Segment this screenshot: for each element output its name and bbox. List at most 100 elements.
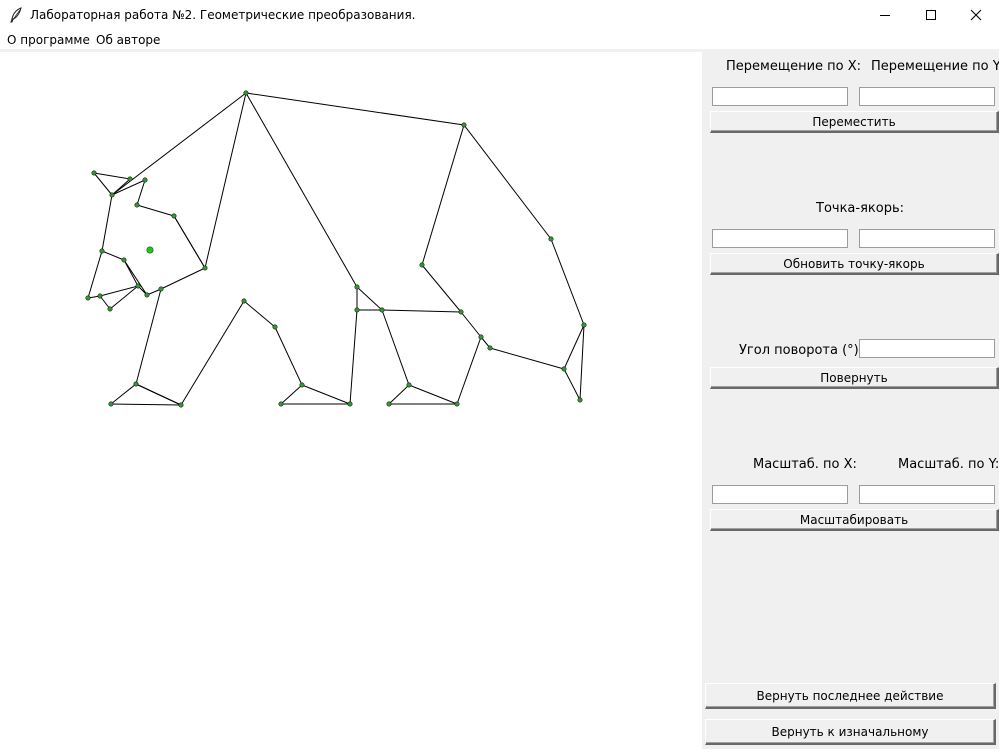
control-panel: Перемещение по X: Перемещение по Y: Пере… (702, 52, 999, 749)
figure-edge (550, 238, 585, 326)
figure-edge (579, 324, 585, 401)
figure-edge (99, 295, 111, 310)
figure-edge (135, 383, 182, 406)
rotate-button-label: Повернуть (820, 370, 888, 385)
drawing-canvas[interactable] (0, 52, 702, 749)
figure-edge (381, 309, 410, 386)
figure-vertex (121, 257, 127, 263)
figure-edge (204, 92, 247, 269)
menu-about-author[interactable]: Об авторе (96, 33, 161, 47)
anchor-point (146, 246, 154, 254)
figure-vertices (85, 90, 587, 408)
scale-button-label: Масштабировать (799, 512, 909, 527)
figure-edge (349, 309, 358, 405)
anchor-x-input[interactable] (712, 229, 848, 248)
figure-vertex (158, 286, 164, 292)
figure-edges (87, 92, 585, 406)
figure-vertex (142, 177, 148, 183)
figure-vertex (347, 401, 353, 407)
figure-edge (101, 194, 113, 252)
figure-edge (110, 403, 182, 406)
figure-edge (160, 267, 206, 290)
figure-edge (301, 384, 351, 405)
figure-edge (563, 324, 585, 370)
close-icon (970, 9, 982, 21)
figure-edge (388, 384, 410, 405)
undo-last-button[interactable]: Вернуть последнее действие (705, 683, 996, 709)
figure-vertex (135, 283, 141, 289)
figure-edge (101, 250, 125, 261)
figure-vertex (97, 293, 103, 299)
figure-vertex (243, 90, 249, 96)
update-anchor-button-label: Обновить точку-якорь (783, 256, 925, 271)
move-button[interactable]: Переместить (710, 111, 999, 133)
minimize-icon (880, 15, 890, 16)
minimize-button[interactable] (862, 0, 908, 30)
figure-edge (280, 384, 303, 405)
figure-edge (180, 300, 245, 406)
figure-edge (93, 172, 113, 196)
figure-vertex (241, 298, 247, 304)
figure-vertex (127, 176, 133, 182)
bear-figure (85, 90, 587, 408)
figure-vertex (548, 236, 554, 242)
scale-y-input[interactable] (859, 485, 995, 504)
figure-vertex (386, 401, 392, 407)
figure-edge (173, 215, 206, 269)
scale-y-label: Масштаб. по Y: (898, 457, 999, 472)
figure-edge (146, 288, 162, 296)
scale-button[interactable]: Масштабировать (710, 509, 999, 531)
figure-vertex (202, 265, 208, 271)
menu-about-program[interactable]: О программе (7, 33, 90, 47)
close-button[interactable] (953, 0, 999, 30)
figure-vertex (109, 192, 115, 198)
figure-edge (93, 172, 131, 180)
reset-original-button[interactable]: Вернуть к изначальному (705, 719, 996, 745)
figure-vertex (478, 334, 484, 340)
figure-vertex (419, 262, 425, 268)
figure-vertex (487, 345, 493, 351)
scale-x-input[interactable] (712, 485, 848, 504)
menu-bar: О программе Об авторе (0, 30, 999, 49)
figure-edge (456, 336, 482, 405)
figure-edge (136, 179, 146, 206)
undo-last-button-label: Вернуть последнее действие (756, 688, 944, 703)
anchor-label: Точка-якорь: (816, 201, 905, 216)
figure-edge (87, 250, 103, 299)
figure-vertex (272, 324, 278, 330)
figure-edge (421, 264, 462, 313)
feather-icon (10, 7, 22, 23)
figure-vertex (561, 366, 567, 372)
update-anchor-button[interactable]: Обновить точку-якорь (710, 253, 999, 275)
figure-edge (408, 384, 458, 405)
move-x-input[interactable] (712, 87, 848, 106)
rotate-angle-input[interactable] (859, 339, 995, 358)
figure-vertex (107, 306, 113, 312)
figure-edge (136, 204, 175, 217)
figure-edge (381, 309, 462, 313)
figure-vertex (91, 170, 97, 176)
figure-edge (460, 311, 482, 338)
reset-original-button-label: Вернуть к изначальному (771, 724, 929, 739)
figure-edge (135, 288, 162, 385)
figure-vertex (379, 307, 385, 313)
figure-edge (274, 326, 303, 386)
figure-vertex (581, 322, 587, 328)
move-x-label: Перемещение по X: (726, 59, 862, 74)
figure-edge (99, 285, 139, 297)
figure-vertex (134, 202, 140, 208)
figure-vertex (99, 248, 105, 254)
figure-vertex (354, 284, 360, 290)
maximize-button[interactable] (908, 0, 954, 30)
figure-vertex (299, 382, 305, 388)
figure-edge (245, 92, 465, 126)
figure-edge (463, 124, 552, 240)
figure-edge (243, 300, 276, 328)
move-y-input[interactable] (859, 87, 995, 106)
rotate-button[interactable]: Повернуть (710, 367, 999, 389)
move-button-label: Переместить (812, 114, 896, 129)
figure-edge (563, 368, 581, 401)
figure-vertex (133, 381, 139, 387)
anchor-y-input[interactable] (859, 229, 995, 248)
title-bar: Лабораторная работа №2. Геометрические п… (0, 0, 999, 30)
